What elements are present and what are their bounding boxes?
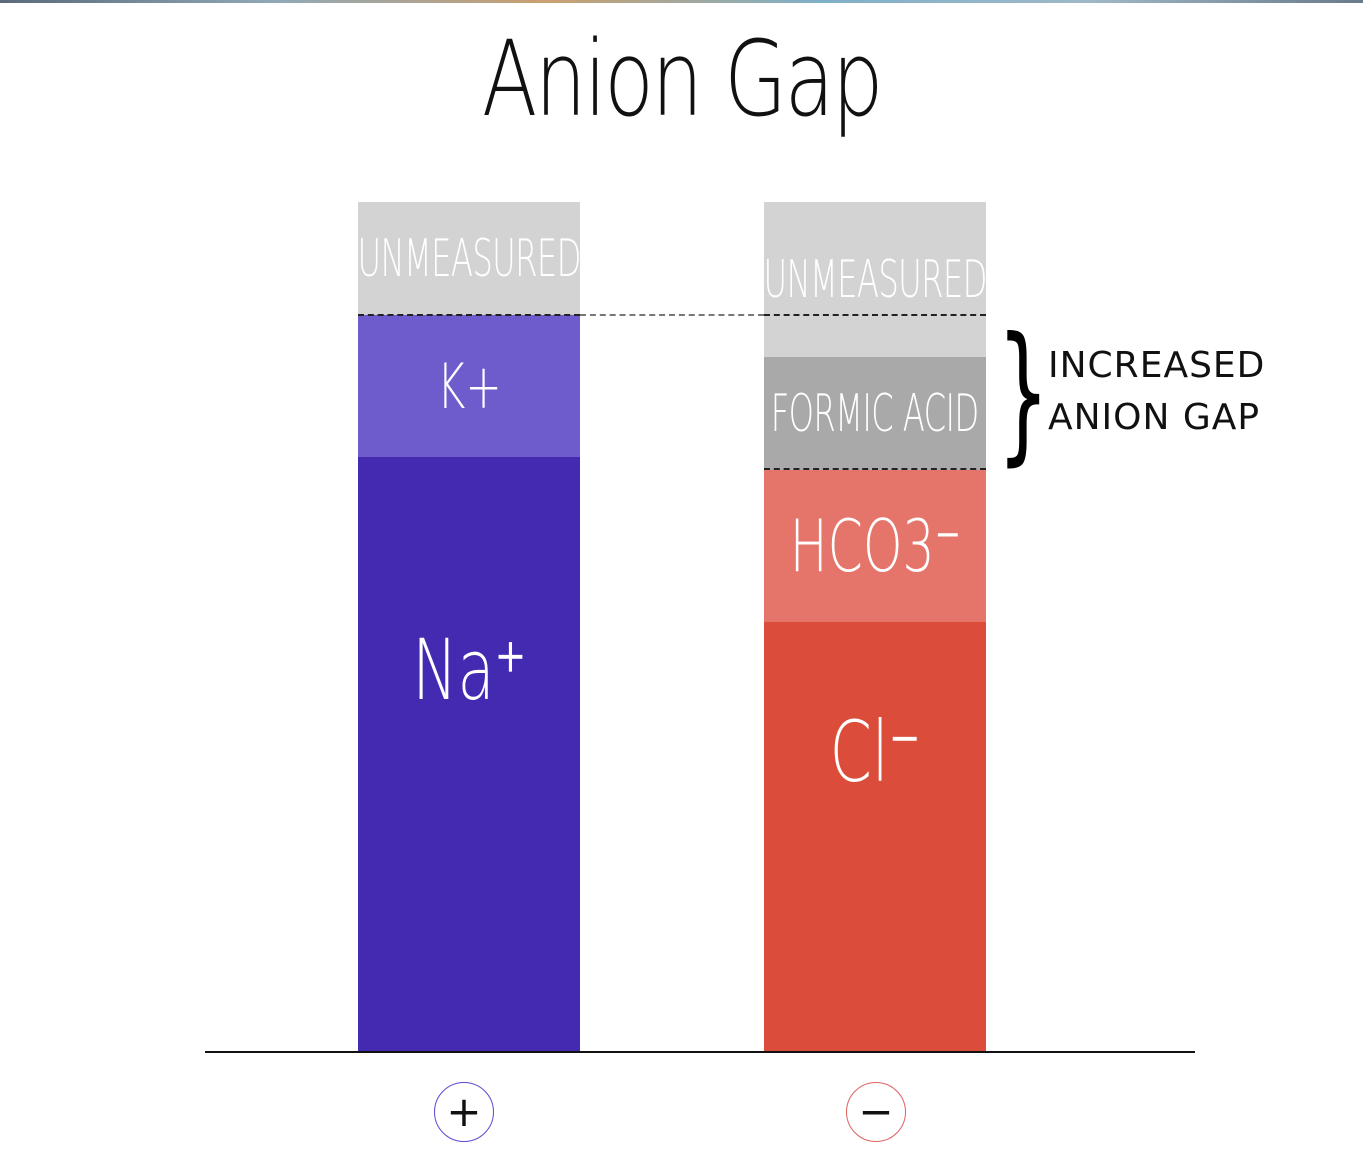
annotation-line-2: ANION GAP: [1048, 397, 1261, 438]
potassium-label: K+: [436, 349, 502, 423]
formic-acid-label: FORMIC ACID: [771, 383, 980, 444]
chloride-label: Cl⁻: [829, 703, 921, 801]
positive-sign-label: +: [446, 1087, 482, 1136]
formic-acid-segment: FORMIC ACID: [764, 357, 986, 470]
anion-bar: UNMEASURED FORMIC ACID HCO3⁻ Cl⁻: [764, 202, 986, 1052]
increased-anion-gap-annotation: INCREASED ANION GAP: [1048, 340, 1265, 444]
chloride-segment: Cl⁻: [764, 622, 986, 1052]
bicarbonate-label: HCO3⁻: [789, 504, 961, 588]
positive-sign-icon: +: [434, 1082, 494, 1142]
cation-bar: UNMEASURED K+ Na⁺: [358, 202, 580, 1052]
top-color-strip: [0, 0, 1363, 3]
baseline: [205, 1051, 1195, 1053]
potassium-segment: K+: [358, 315, 580, 457]
page-title: Anion Gap: [481, 18, 884, 140]
negative-sign-label: −: [858, 1087, 894, 1136]
bicarbonate-segment: HCO3⁻: [764, 470, 986, 622]
cation-unmeasured-label: UNMEASURED: [358, 228, 580, 289]
curly-brace-icon: }: [997, 306, 1050, 480]
dashed-line-gap-connector: [580, 314, 764, 316]
anion-unmeasured-label: UNMEASURED: [764, 250, 986, 310]
cation-unmeasured-segment: UNMEASURED: [358, 202, 580, 315]
dashed-line-right-bottom: [764, 468, 986, 470]
dashed-line-right-top: [764, 314, 986, 316]
dashed-line-left-bar: [358, 314, 580, 316]
sodium-segment: Na⁺: [358, 457, 580, 1052]
annotation-line-1: INCREASED: [1048, 345, 1266, 386]
negative-sign-icon: −: [846, 1082, 906, 1142]
anion-unmeasured-segment: UNMEASURED: [764, 202, 986, 357]
sodium-label: Na⁺: [411, 620, 527, 719]
